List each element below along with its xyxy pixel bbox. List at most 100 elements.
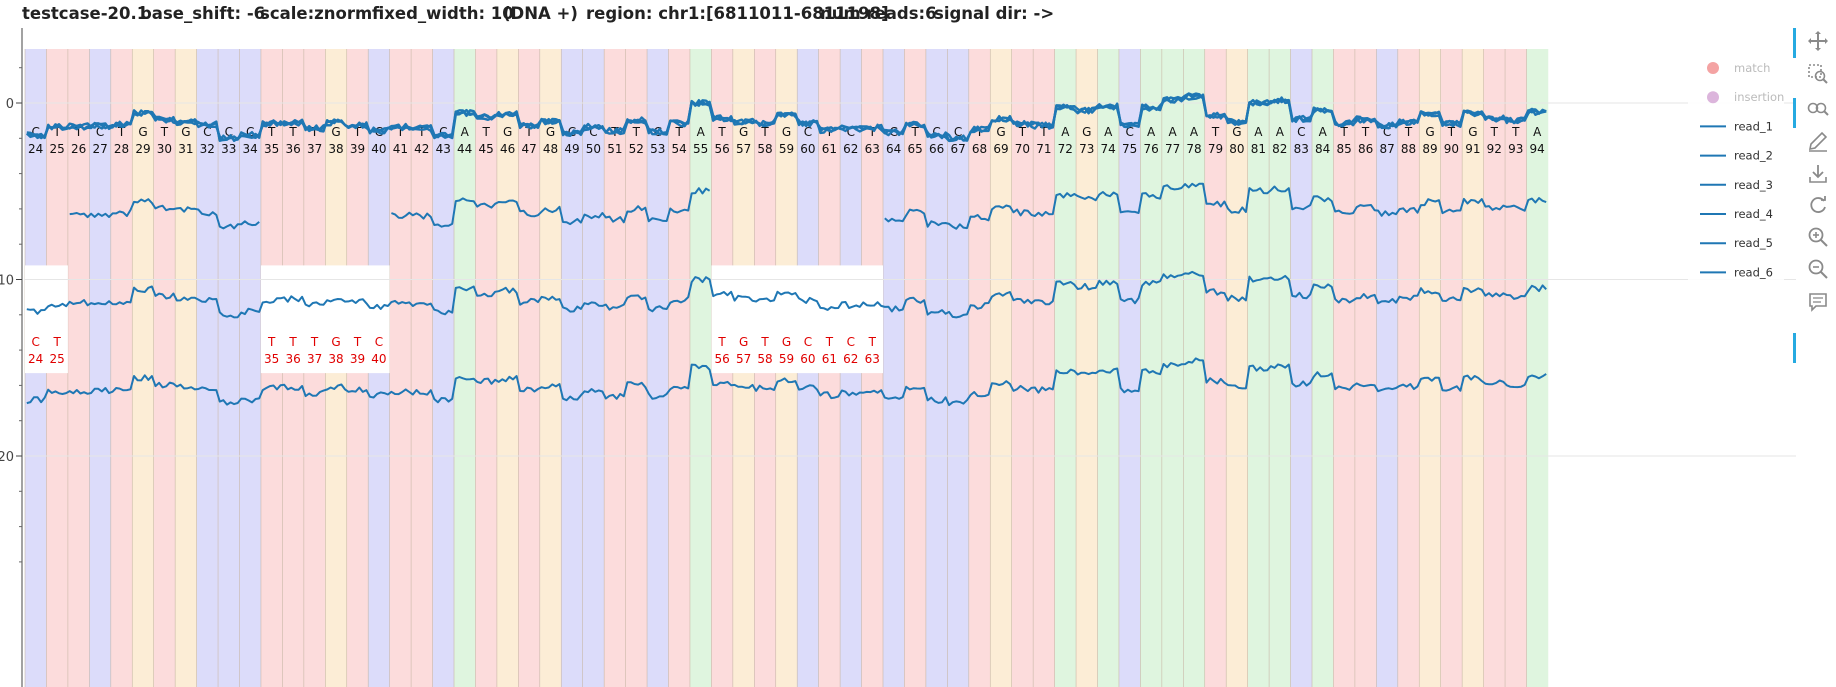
- base-position: 93: [1508, 142, 1523, 156]
- base-position: 72: [1058, 142, 1073, 156]
- box-zoom-tool[interactable]: [1806, 62, 1830, 86]
- deleted-base-letter: T: [267, 335, 276, 349]
- base-position: 35: [264, 142, 279, 156]
- base-position: 80: [1229, 142, 1244, 156]
- zoom-out-tool[interactable]: [1806, 257, 1830, 281]
- base-band-84: [1312, 49, 1334, 687]
- signal-plot[interactable]: C 24 T 25 T 26 C 27 T 28 G 29 T 30 G 31 C 32 C 33 C 34 T 35 T 36 T…: [0, 28, 1796, 687]
- legend-entry[interactable]: read_6: [1734, 265, 1773, 279]
- region-label: region: chr1:[6811011-6811198]: [586, 4, 889, 23]
- base-position: 42: [414, 142, 429, 156]
- deleted-base-letter: G: [739, 335, 748, 349]
- base-shift-label: base_shift: -6: [140, 4, 266, 23]
- deleted-base-position: 39: [350, 352, 365, 366]
- base-position: 30: [157, 142, 172, 156]
- deleted-base-position: 40: [371, 352, 386, 366]
- base-position: 63: [865, 142, 880, 156]
- y-tick-label: 10: [0, 274, 14, 289]
- save-tool[interactable]: [1806, 162, 1830, 186]
- base-letter: C: [954, 125, 962, 139]
- legend-entry[interactable]: read_5: [1734, 236, 1773, 250]
- zoom-in-tool[interactable]: [1806, 225, 1830, 249]
- base-band-86: [1354, 49, 1377, 687]
- legend: match insertion read_1 read_2 read_3 read_4re…: [1688, 38, 1784, 320]
- base-letter: T: [524, 125, 533, 139]
- base-letter: T: [975, 125, 984, 139]
- num-reads-label: num reads:6: [820, 4, 937, 23]
- base-position: 82: [1272, 142, 1287, 156]
- base-position: 29: [135, 142, 150, 156]
- base-band-82: [1269, 49, 1291, 687]
- base-position: 28: [114, 142, 129, 156]
- base-letter: T: [675, 125, 684, 139]
- edit-tool[interactable]: [1806, 129, 1830, 153]
- base-letter: C: [246, 125, 254, 139]
- base-band-41: [389, 49, 412, 687]
- base-letter: A: [697, 125, 706, 139]
- base-position: 32: [200, 142, 215, 156]
- pan-tool[interactable]: [1806, 29, 1830, 53]
- deleted-base-position: 35: [264, 352, 279, 366]
- base-letter: T: [1361, 125, 1370, 139]
- base-position: 26: [71, 142, 86, 156]
- base-band-90: [1440, 49, 1463, 687]
- hover-tool[interactable]: [1806, 290, 1830, 314]
- base-letter: C: [1297, 125, 1305, 139]
- base-letter: A: [1319, 125, 1328, 139]
- strand-label: (DNA +): [503, 4, 578, 23]
- legend-match-marker: [1707, 62, 1719, 74]
- base-band-44: [454, 49, 476, 687]
- base-letter: T: [53, 125, 62, 139]
- legend-entry[interactable]: read_1: [1734, 119, 1773, 133]
- base-band-47: [518, 49, 541, 687]
- deleted-base-letter: C: [375, 335, 383, 349]
- base-position: 85: [1337, 142, 1352, 156]
- base-letter: A: [1190, 125, 1199, 139]
- base-band-50: [582, 49, 605, 687]
- base-band-52: [625, 49, 648, 687]
- deletion-block: [711, 265, 883, 374]
- base-band-42: [411, 49, 433, 687]
- deleted-base-letter: C: [32, 335, 40, 349]
- base-letter: T: [1447, 125, 1456, 139]
- base-position: 49: [564, 142, 579, 156]
- base-letter: T: [482, 125, 491, 139]
- signal-line-read_4: [69, 182, 1547, 230]
- deleted-base-position: 36: [285, 352, 300, 366]
- base-letter: C: [1383, 125, 1391, 139]
- legend-entry[interactable]: read_2: [1734, 149, 1773, 163]
- base-band-28: [110, 49, 133, 687]
- deleted-base-position: 63: [865, 352, 880, 366]
- base-band-27: [89, 49, 112, 687]
- base-letter: T: [632, 125, 641, 139]
- base-band-91: [1462, 49, 1484, 687]
- base-band-89: [1419, 49, 1441, 687]
- legend-entry[interactable]: read_4: [1734, 207, 1773, 221]
- base-letter: G: [1232, 125, 1241, 139]
- plot-title: testcase-20.1: [22, 4, 149, 23]
- legend-entry[interactable]: match: [1734, 61, 1770, 75]
- base-position: 81: [1251, 142, 1266, 156]
- legend-entry[interactable]: insertion: [1734, 90, 1784, 104]
- deleted-base-position: 58: [757, 352, 772, 366]
- active-tool-indicator: [1793, 28, 1796, 58]
- base-band-70: [1011, 49, 1034, 687]
- base-position: 52: [629, 142, 644, 156]
- base-letter: G: [181, 125, 190, 139]
- base-position: 77: [1165, 142, 1180, 156]
- base-band-79: [1204, 49, 1227, 687]
- y-tick-label: 20: [0, 450, 14, 465]
- base-position: 41: [393, 142, 408, 156]
- active-tool-indicator: [1793, 98, 1796, 128]
- base-position: 60: [800, 142, 815, 156]
- legend-entry[interactable]: read_3: [1734, 178, 1773, 192]
- deleted-base-letter: T: [288, 335, 297, 349]
- base-letter: G: [1082, 125, 1091, 139]
- base-position: 57: [736, 142, 751, 156]
- reset-tool[interactable]: [1806, 193, 1830, 217]
- signal-line-read_3: [26, 93, 1547, 142]
- deleted-base-letter: T: [760, 335, 769, 349]
- base-band-87: [1376, 49, 1399, 687]
- base-band-73: [1076, 49, 1098, 687]
- wheel-zoom-tool[interactable]: [1806, 96, 1830, 120]
